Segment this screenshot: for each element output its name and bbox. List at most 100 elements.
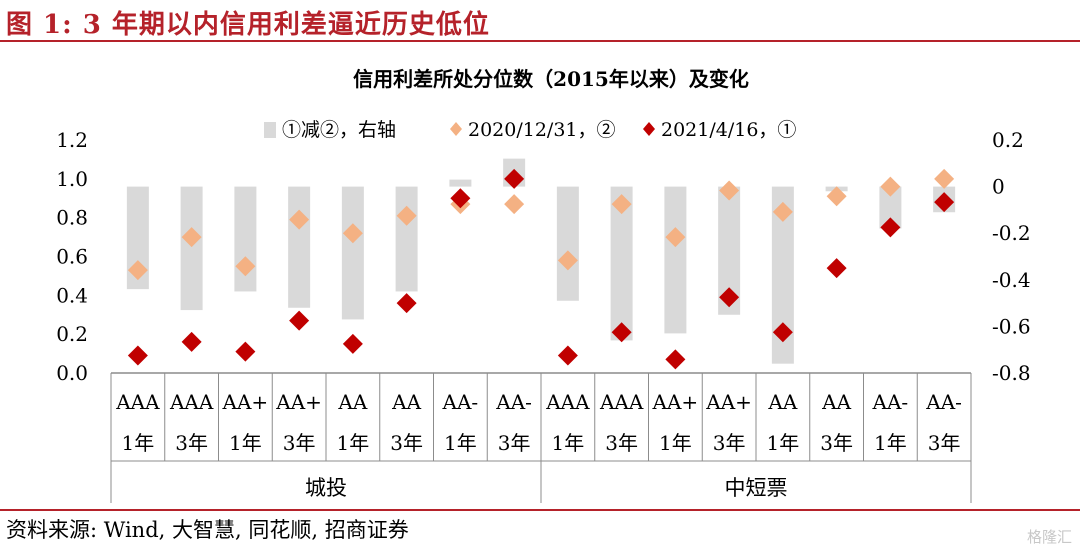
point-2021-04-16 xyxy=(557,345,578,366)
point-2020-12-31 xyxy=(665,227,686,248)
category-tenor-label: 1年 xyxy=(337,431,370,455)
bar-spread-change xyxy=(180,186,203,311)
point-2021-04-16 xyxy=(880,217,901,238)
category-tenor-label: 3年 xyxy=(713,431,746,455)
legend-label: 2021/4/16，① xyxy=(661,119,796,141)
category-rating-label: AA+ xyxy=(222,390,269,414)
point-2021-04-16 xyxy=(611,322,632,343)
category-rating-label: AAA xyxy=(115,390,160,414)
left-axis-tick-label: 0.2 xyxy=(56,322,88,346)
category-tenor-label: 3年 xyxy=(820,431,853,455)
right-axis-tick-label: 0.2 xyxy=(992,128,1024,152)
point-2020-12-31 xyxy=(880,176,901,197)
point-2020-12-31 xyxy=(396,205,417,226)
point-2020-12-31 xyxy=(934,168,955,189)
point-2021-04-16 xyxy=(181,331,202,352)
right-axis-tick-label: -0.4 xyxy=(992,268,1031,292)
legend-bar-swatch xyxy=(264,122,276,138)
title-divider xyxy=(0,40,1080,42)
point-2020-12-31 xyxy=(611,194,632,215)
point-2021-04-16 xyxy=(127,345,148,366)
left-axis-tick-label: 1.0 xyxy=(56,167,88,191)
category-tenor-label: 1年 xyxy=(659,431,692,455)
figure-title: 图 1: 3 年期以内信用利差逼近历史低位 xyxy=(6,10,490,40)
point-2020-12-31 xyxy=(719,180,740,201)
group-label: 中短票 xyxy=(725,476,788,500)
point-2020-12-31 xyxy=(557,250,578,271)
point-2020-12-31 xyxy=(181,227,202,248)
category-rating-label: AA- xyxy=(495,390,532,414)
point-2021-04-16 xyxy=(450,188,471,209)
point-2021-04-16 xyxy=(826,258,847,279)
point-2021-04-16 xyxy=(665,349,686,370)
point-2021-04-16 xyxy=(772,322,793,343)
bar-spread-change xyxy=(879,186,902,229)
point-2020-12-31 xyxy=(504,194,525,215)
category-rating-label: AA xyxy=(391,390,421,414)
category-rating-label: AA+ xyxy=(652,390,699,414)
point-2020-12-31 xyxy=(235,256,256,277)
point-2020-12-31 xyxy=(772,201,793,222)
point-2021-04-16 xyxy=(396,293,417,314)
point-2021-04-16 xyxy=(289,310,310,331)
point-2021-04-16 xyxy=(934,192,955,213)
category-tenor-label: 1年 xyxy=(122,431,155,455)
bar-spread-change xyxy=(395,186,418,292)
category-rating-label: AAA xyxy=(599,390,644,414)
category-rating-label: AAA xyxy=(545,390,590,414)
category-tenor-label: 1年 xyxy=(767,431,800,455)
right-axis-tick-label: -0.2 xyxy=(992,221,1031,245)
left-axis-tick-label: 1.2 xyxy=(56,128,88,152)
category-rating-label: AA- xyxy=(872,390,909,414)
bar-spread-change xyxy=(664,186,687,334)
legend-label: ①减②，右轴 xyxy=(282,119,396,141)
legend-diamond-swatch xyxy=(643,122,655,136)
right-axis-tick-label: -0.8 xyxy=(992,361,1031,385)
group-label: 城投 xyxy=(305,476,347,500)
bar-spread-change xyxy=(718,186,741,315)
left-axis-tick-label: 0.4 xyxy=(56,283,88,307)
source-divider xyxy=(0,509,1080,511)
category-tenor-label: 3年 xyxy=(283,431,316,455)
category-tenor-label: 3年 xyxy=(390,431,423,455)
category-rating-label: AA xyxy=(821,390,851,414)
category-tenor-label: 1年 xyxy=(229,431,262,455)
watermark-logo: 格隆汇 xyxy=(1026,528,1072,546)
category-rating-label: AA xyxy=(767,390,797,414)
category-rating-label: AA- xyxy=(925,390,962,414)
category-rating-label: AA- xyxy=(442,390,479,414)
category-tenor-label: 3年 xyxy=(928,431,961,455)
bar-spread-change xyxy=(126,186,149,290)
category-tenor-label: 3年 xyxy=(605,431,638,455)
category-tenor-label: 1年 xyxy=(552,431,585,455)
bar-spread-change xyxy=(341,186,364,320)
category-rating-label: AA+ xyxy=(275,390,322,414)
left-axis-tick-label: 0.8 xyxy=(56,206,88,230)
point-2021-04-16 xyxy=(235,341,256,362)
category-tenor-label: 3年 xyxy=(498,431,531,455)
point-2020-12-31 xyxy=(826,186,847,207)
point-2020-12-31 xyxy=(289,209,310,230)
category-rating-label: AAA xyxy=(169,390,214,414)
point-2021-04-16 xyxy=(342,333,363,354)
right-axis-tick-label: -0.6 xyxy=(992,314,1031,338)
spread-percentile-chart: 信用利差所处分位数（2015年以来）及变化 ①减②，右轴 2020/12/31，② 2… xyxy=(56,67,1031,503)
point-2020-12-31 xyxy=(342,223,363,244)
bar-spread-change xyxy=(556,186,579,301)
source-note: 资料来源: Wind, 大智慧, 同花顺, 招商证券 xyxy=(6,518,409,542)
bar-spread-change xyxy=(288,186,311,308)
chart-title: 信用利差所处分位数（2015年以来）及变化 xyxy=(353,67,749,91)
bar-spread-change xyxy=(449,179,472,187)
left-axis-tick-label: 0.0 xyxy=(56,361,88,385)
point-2021-04-16 xyxy=(719,287,740,308)
point-2021-04-16 xyxy=(504,168,525,189)
point-2020-12-31 xyxy=(127,260,148,281)
category-tenor-label: 3年 xyxy=(175,431,208,455)
legend-label: 2020/12/31，② xyxy=(468,119,616,141)
category-rating-label: AA+ xyxy=(705,390,752,414)
bar-spread-change xyxy=(771,186,794,364)
left-axis-tick-label: 0.6 xyxy=(56,245,88,269)
category-tenor-label: 1年 xyxy=(874,431,907,455)
bar-spread-change xyxy=(610,186,633,341)
category-rating-label: AA xyxy=(337,390,367,414)
